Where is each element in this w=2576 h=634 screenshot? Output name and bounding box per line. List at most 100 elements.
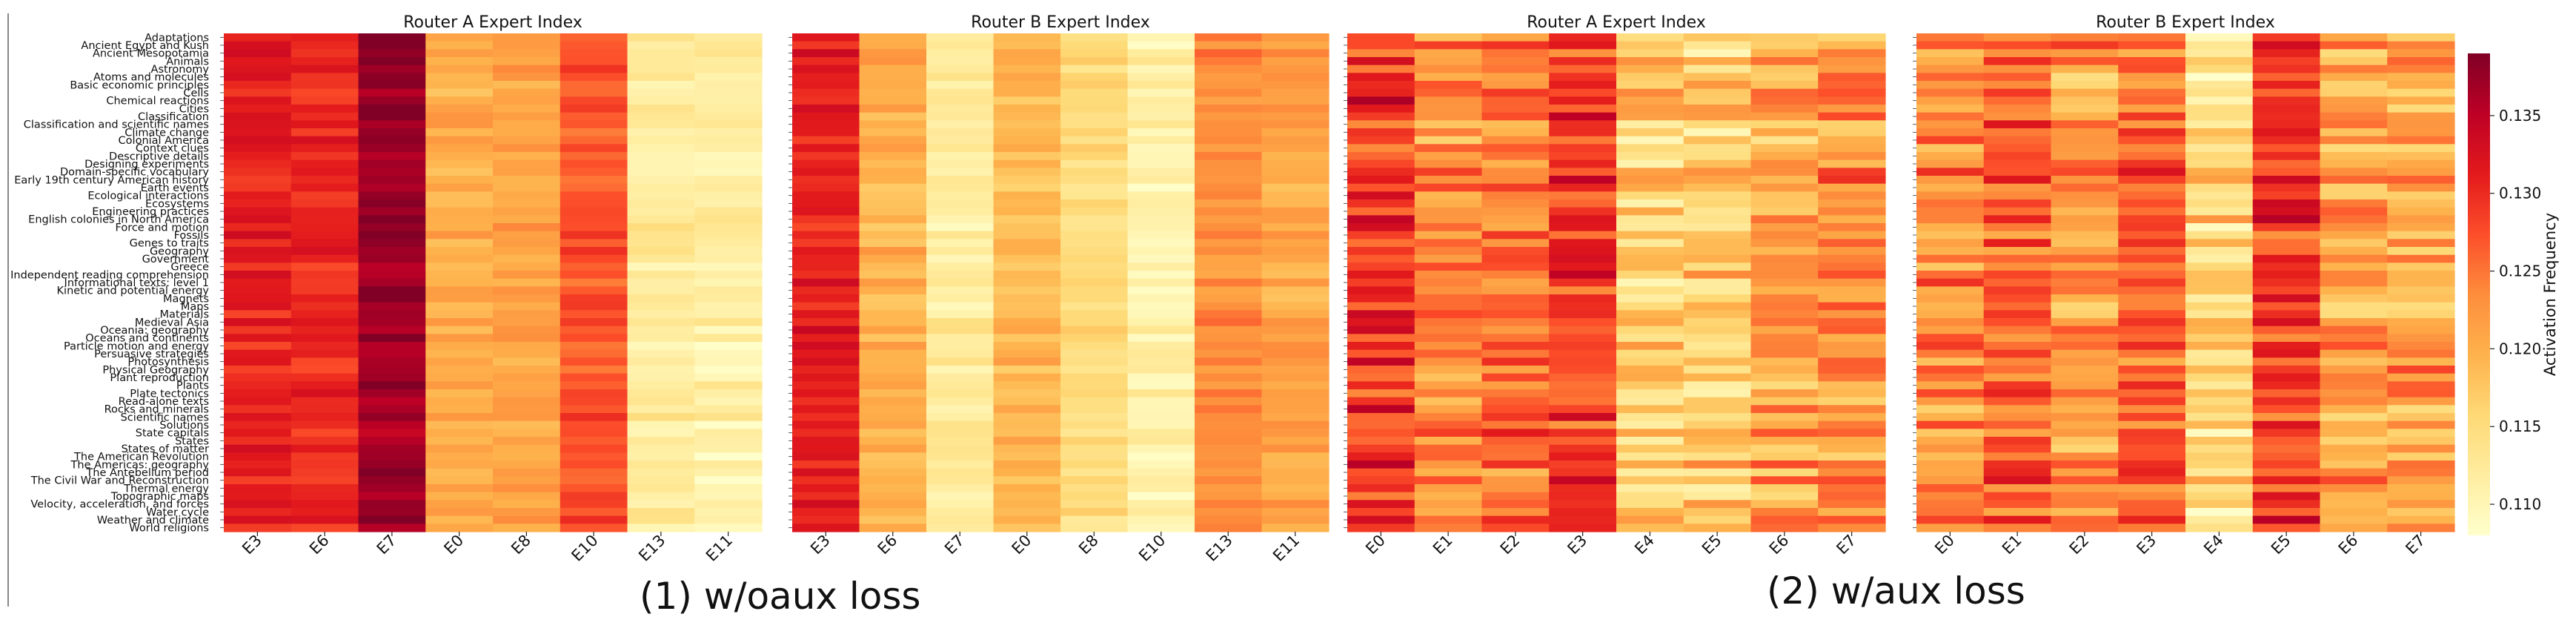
heatmap-cell <box>1549 508 1617 517</box>
heatmap-cell <box>1414 349 1483 358</box>
heatmap-cell <box>694 183 763 192</box>
heatmap-cell <box>1060 515 1129 524</box>
heatmap-cell <box>1347 444 1415 453</box>
heatmap-cell <box>1818 199 1886 208</box>
heatmap-cell <box>2118 33 2186 42</box>
heatmap-cell <box>859 342 927 351</box>
heatmap-cell <box>291 444 359 453</box>
heatmap-cell <box>1916 88 1985 97</box>
heatmap-cell <box>2252 302 2321 311</box>
heatmap-cell <box>1983 112 2052 121</box>
heatmap-cell <box>993 247 1061 256</box>
heatmap-cell <box>224 73 292 82</box>
heatmap-cell <box>1683 223 1752 232</box>
heatmap-cell <box>224 120 292 129</box>
heatmap-cell <box>1616 310 1684 319</box>
heatmap-cell <box>694 262 763 271</box>
heatmap-cell <box>2118 460 2186 469</box>
heatmap-cell <box>291 484 359 493</box>
heatmap-cell <box>1549 420 1617 429</box>
colorbar-label: Activation Frequency <box>2541 213 2559 376</box>
heatmap-cell <box>792 278 860 287</box>
heatmap-cell <box>1750 144 1819 153</box>
heatmap-cell <box>2387 191 2455 200</box>
heatmap-cell <box>694 105 763 113</box>
heatmap-cell <box>425 286 494 295</box>
heatmap-cell <box>1414 105 1483 113</box>
heatmap-cell <box>2387 286 2455 295</box>
heatmap-cell <box>2252 247 2321 256</box>
heatmap-cell <box>1261 136 1330 145</box>
heatmap-cell <box>859 57 927 66</box>
heatmap-cell <box>1347 105 1415 113</box>
heatmap-cell <box>1127 492 1195 501</box>
heatmap-cell <box>993 524 1061 532</box>
heatmap-cell <box>1683 460 1752 469</box>
heatmap-cell <box>2051 88 2119 97</box>
heatmap-cell <box>2118 476 2186 485</box>
heatmap-cell <box>224 231 292 240</box>
heatmap-cell <box>1549 366 1617 374</box>
heatmap-cell <box>291 357 359 366</box>
heatmap-cell <box>1683 168 1752 176</box>
heatmap-cell <box>2051 199 2119 208</box>
heatmap-cell <box>1916 231 1985 240</box>
heatmap-cell <box>1750 366 1819 374</box>
colorbar-tick-label: 0.125 <box>2499 262 2541 280</box>
heatmap-cell <box>560 515 628 524</box>
heatmap-cell <box>1683 215 1752 224</box>
heatmap-cell <box>358 326 426 334</box>
heatmap-cell <box>493 420 561 429</box>
heatmap-cell <box>694 492 763 501</box>
heatmap-cell <box>792 254 860 263</box>
y-tick-label: Domain-specific vocabulary <box>60 167 209 179</box>
heatmap-cell <box>224 57 292 66</box>
heatmap-cell <box>1127 207 1195 216</box>
y-tick-label: Informational texts: level 1 <box>64 277 209 289</box>
heatmap-cell <box>1983 262 2052 271</box>
heatmap-cell <box>2320 373 2388 382</box>
heatmap-cell <box>1414 73 1483 82</box>
heatmap-cell <box>1983 484 2052 493</box>
y-tick-label: Basic economic principles <box>70 79 209 91</box>
heatmap-cell <box>1261 334 1330 343</box>
heatmap-cell <box>1060 128 1129 137</box>
heatmap-cell <box>1060 413 1129 422</box>
heatmap-cell <box>993 271 1061 280</box>
heatmap-cell <box>792 88 860 97</box>
heatmap-cell <box>358 239 426 248</box>
panel-title: Router B Expert Index <box>2096 13 2275 32</box>
heatmap-cell <box>1549 254 1617 263</box>
heatmap-cell <box>1481 88 1550 97</box>
heatmap-cell <box>1414 57 1483 66</box>
heatmap-cell <box>2387 152 2455 161</box>
heatmap-cell <box>2387 349 2455 358</box>
heatmap-cell <box>2320 318 2388 327</box>
heatmap-cell <box>1818 231 1886 240</box>
heatmap-cell <box>1750 460 1819 469</box>
heatmap-cell <box>1818 183 1886 192</box>
heatmap-cell <box>1750 120 1819 129</box>
heatmap-cell <box>2185 294 2254 303</box>
heatmap-cell <box>425 262 494 271</box>
heatmap-cell <box>2118 41 2186 50</box>
heatmap-cell <box>1983 476 2052 485</box>
heatmap-cell <box>694 168 763 176</box>
heatmap-cell <box>358 136 426 145</box>
heatmap-cell <box>2320 152 2388 161</box>
heatmap-cell <box>2051 112 2119 121</box>
heatmap-cell <box>1347 81 1415 90</box>
heatmap-cell <box>1683 57 1752 66</box>
heatmap-cell <box>926 508 995 517</box>
heatmap-cell <box>1481 41 1550 50</box>
y-tick-label: States of matter <box>122 443 209 455</box>
heatmap-cell <box>1549 65 1617 73</box>
heatmap-cell <box>2185 413 2254 422</box>
heatmap-cell <box>2252 262 2321 271</box>
heatmap-cell <box>425 508 494 517</box>
heatmap-cell <box>1481 381 1550 390</box>
heatmap-cell <box>2252 334 2321 343</box>
y-tick-label: Fossils <box>174 230 209 242</box>
heatmap-cell <box>1750 492 1819 501</box>
